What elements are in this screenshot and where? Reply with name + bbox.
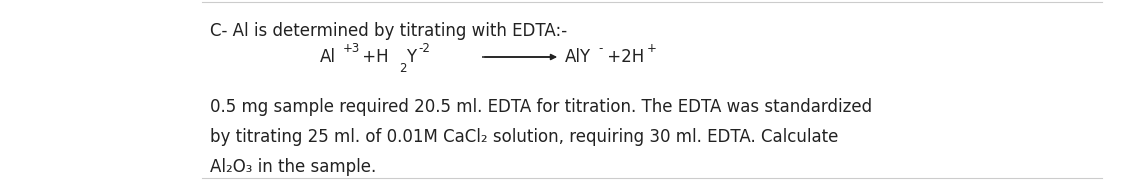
Text: +3: +3 [343,42,360,55]
Text: 2: 2 [399,62,407,75]
Text: -: - [598,42,602,55]
Text: Al₂O₃ in the sample.: Al₂O₃ in the sample. [210,158,377,176]
Text: 0.5 mg sample required 20.5 ml. EDTA for titration. The EDTA was standardized: 0.5 mg sample required 20.5 ml. EDTA for… [210,98,872,116]
Text: +2H: +2H [602,48,644,66]
Text: Y: Y [406,48,416,66]
Text: by titrating 25 ml. of 0.01M CaCl₂ solution, requiring 30 ml. EDTA. Calculate: by titrating 25 ml. of 0.01M CaCl₂ solut… [210,128,839,146]
Text: Al: Al [320,48,336,66]
Text: C- Al is determined by titrating with EDTA:-: C- Al is determined by titrating with ED… [210,22,568,40]
Text: +H: +H [357,48,389,66]
Text: -2: -2 [418,42,429,55]
Text: AlY: AlY [565,48,591,66]
Text: +: + [647,42,656,55]
